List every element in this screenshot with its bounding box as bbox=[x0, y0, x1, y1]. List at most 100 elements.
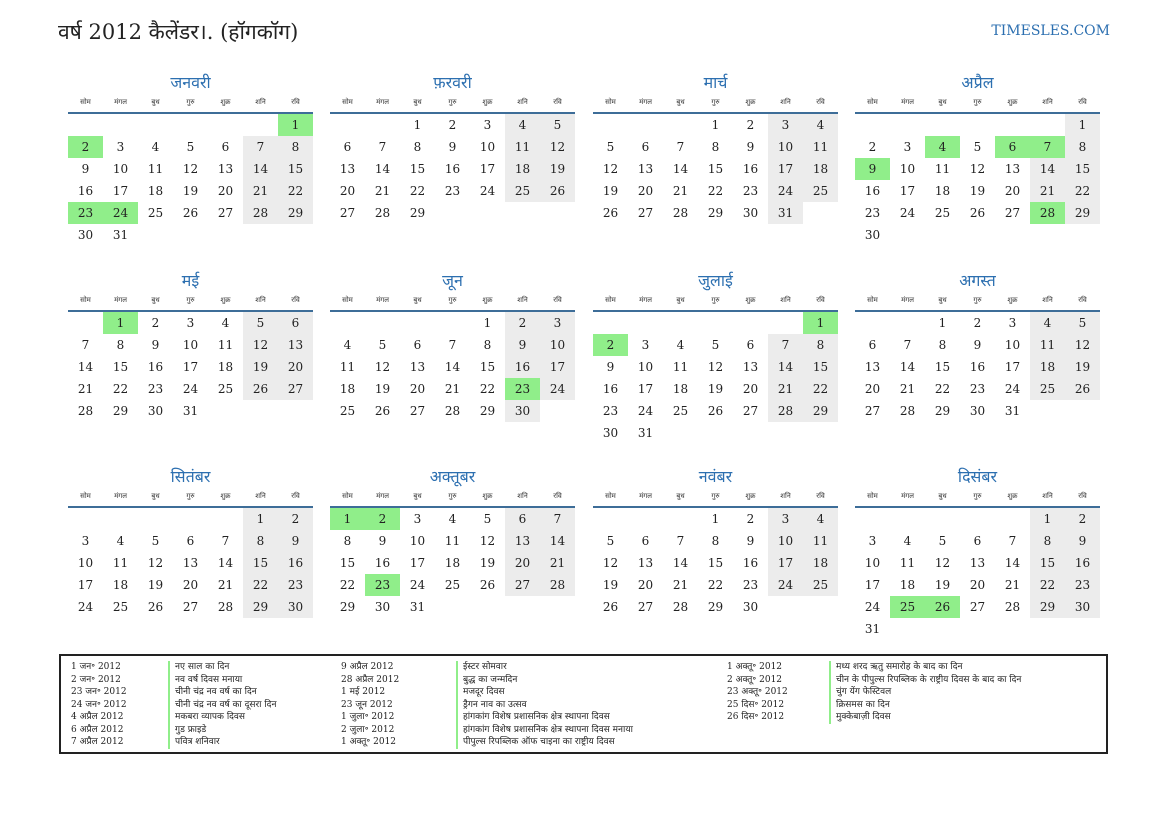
weekday-label: बुध bbox=[413, 296, 422, 304]
day-cell: 5 bbox=[973, 140, 982, 154]
weekday-header: सोम मंगल बुध गुरु शुक्र शनि रवि bbox=[330, 96, 575, 114]
day-cell: 23 bbox=[278, 574, 313, 596]
day-cell: 6 bbox=[641, 534, 650, 548]
day-cell: 12 bbox=[969, 162, 986, 176]
day-cell: 14 bbox=[444, 360, 461, 374]
weekday-label: गुरु bbox=[973, 492, 982, 500]
day-cell: 16 bbox=[742, 556, 759, 570]
weekday-label: शुक्र bbox=[482, 492, 493, 500]
day-cell: 22 bbox=[112, 382, 129, 396]
day-cell: 19 bbox=[182, 184, 199, 198]
day-cell: 27 bbox=[217, 206, 234, 220]
day-cell: 10 bbox=[77, 556, 94, 570]
weekday-label: शनि bbox=[517, 492, 528, 500]
holiday-date: 6 अप्रैल 2012 bbox=[71, 724, 124, 735]
weekday-label: शुक्र bbox=[1007, 98, 1018, 106]
day-cell: 20 bbox=[217, 184, 234, 198]
day-grid: 1 2 3 4 5 6 7 8 9 10 11 12 13 14 15 16 17 18 19 20 21 22 23 24 2… bbox=[593, 114, 838, 224]
day-cell: 15 bbox=[339, 556, 356, 570]
day-grid: 1 2 3 4 5 6 7 8 9 10 11 12 13 14 15 16 17 18 19 20 21 22 23 24 2… bbox=[855, 508, 1100, 640]
day-cell: 9 bbox=[606, 360, 615, 374]
day-cell: 24 bbox=[864, 600, 881, 614]
day-cell: 4 bbox=[803, 508, 838, 530]
empty-cell bbox=[243, 114, 278, 136]
day-cell: 27 bbox=[409, 404, 426, 418]
month-block: मई सोम मंगल बुध गुरु शुक्र शनि रवि 1 2 3 4 5 6 7 8 9 10 11… bbox=[68, 268, 313, 422]
weekday-label: शुक्र bbox=[1007, 296, 1018, 304]
day-cell: 4 bbox=[903, 534, 912, 548]
day-cell: 29 bbox=[243, 596, 278, 618]
day-cell: 31 bbox=[409, 600, 426, 614]
weekday-label: बुध bbox=[151, 296, 160, 304]
month-name: मई bbox=[181, 271, 200, 290]
day-cell: 1 bbox=[243, 508, 278, 530]
weekday-label: रवि bbox=[291, 492, 300, 500]
month-block: अप्रैल सोम मंगल बुध गुरु शुक्र शनि रवि 1 2 3 4 5 6 7 8 9… bbox=[855, 70, 1100, 246]
day-cell: 30 bbox=[505, 400, 540, 422]
day-cell: 21 bbox=[374, 184, 391, 198]
empty-cell bbox=[68, 508, 103, 530]
holiday-name: नव वर्ष दिवस मनाया bbox=[168, 673, 276, 686]
day-cell: 3 bbox=[768, 114, 803, 136]
day-cell: 13 bbox=[742, 360, 759, 374]
day-cell: 18 bbox=[803, 158, 838, 180]
day-cell: 22 bbox=[934, 382, 951, 396]
holiday-day-cell: 7 bbox=[1030, 136, 1065, 158]
holiday-date: 23 अक्तू॰ 2012 bbox=[727, 687, 788, 697]
weekday-label: मंगल bbox=[901, 296, 914, 304]
weekday-header: सोम मंगल बुध गुरु शुक्र शनि रवि bbox=[593, 294, 838, 312]
day-cell: 7 bbox=[243, 136, 278, 158]
day-cell: 25 bbox=[112, 600, 129, 614]
day-cell: 10 bbox=[540, 334, 575, 356]
day-cell: 9 bbox=[278, 530, 313, 552]
day-cell: 24 bbox=[77, 600, 94, 614]
day-cell: 31 bbox=[768, 202, 803, 224]
day-cell: 11 bbox=[803, 136, 838, 158]
weekday-label: सोम bbox=[80, 98, 91, 106]
weekday-label: शनि bbox=[780, 98, 791, 106]
empty-cell bbox=[400, 312, 435, 334]
holiday-day-cell: 25 bbox=[890, 596, 925, 618]
day-cell: 27 bbox=[1004, 206, 1021, 220]
empty-cell bbox=[103, 114, 138, 136]
site-link[interactable]: TIMESLES.COM bbox=[991, 23, 1110, 39]
empty-cell bbox=[855, 114, 890, 136]
day-cell: 27 bbox=[182, 600, 199, 614]
weekday-label: सोम bbox=[867, 296, 878, 304]
day-cell: 8 bbox=[711, 140, 720, 154]
day-cell: 10 bbox=[768, 136, 803, 158]
day-cell: 30 bbox=[742, 600, 759, 614]
day-cell: 6 bbox=[973, 534, 982, 548]
weekday-label: बुध bbox=[413, 492, 422, 500]
day-cell: 13 bbox=[339, 162, 356, 176]
weekday-label: सोम bbox=[605, 98, 616, 106]
weekday-label: सोम bbox=[867, 98, 878, 106]
day-cell: 17 bbox=[182, 360, 199, 374]
day-cell: 1 bbox=[711, 118, 720, 132]
day-cell: 31 bbox=[1004, 404, 1021, 418]
day-cell: 9 bbox=[378, 534, 387, 548]
day-cell: 7 bbox=[81, 338, 90, 352]
day-cell: 4 bbox=[676, 338, 685, 352]
day-cell: 11 bbox=[147, 162, 164, 176]
day-cell: 20 bbox=[505, 552, 540, 574]
holiday-day-cell: 1 bbox=[803, 312, 838, 334]
weekday-header: सोम मंगल बुध गुरु शुक्र शनि रवि bbox=[68, 490, 313, 508]
day-cell: 26 bbox=[707, 404, 724, 418]
month-name: फ़रवरी bbox=[433, 73, 472, 92]
day-cell: 13 bbox=[217, 162, 234, 176]
day-cell: 6 bbox=[221, 140, 230, 154]
empty-cell bbox=[960, 508, 995, 530]
day-cell: 12 bbox=[374, 360, 391, 374]
day-cell: 12 bbox=[934, 556, 951, 570]
day-cell: 28 bbox=[77, 404, 94, 418]
empty-cell bbox=[960, 114, 995, 136]
day-cell: 1 bbox=[938, 316, 947, 330]
day-cell: 21 bbox=[672, 184, 689, 198]
day-cell: 7 bbox=[1008, 534, 1017, 548]
day-cell: 15 bbox=[803, 356, 838, 378]
day-cell: 20 bbox=[409, 382, 426, 396]
day-cell: 11 bbox=[217, 338, 234, 352]
day-cell: 18 bbox=[147, 184, 164, 198]
weekday-label: मंगल bbox=[376, 98, 389, 106]
